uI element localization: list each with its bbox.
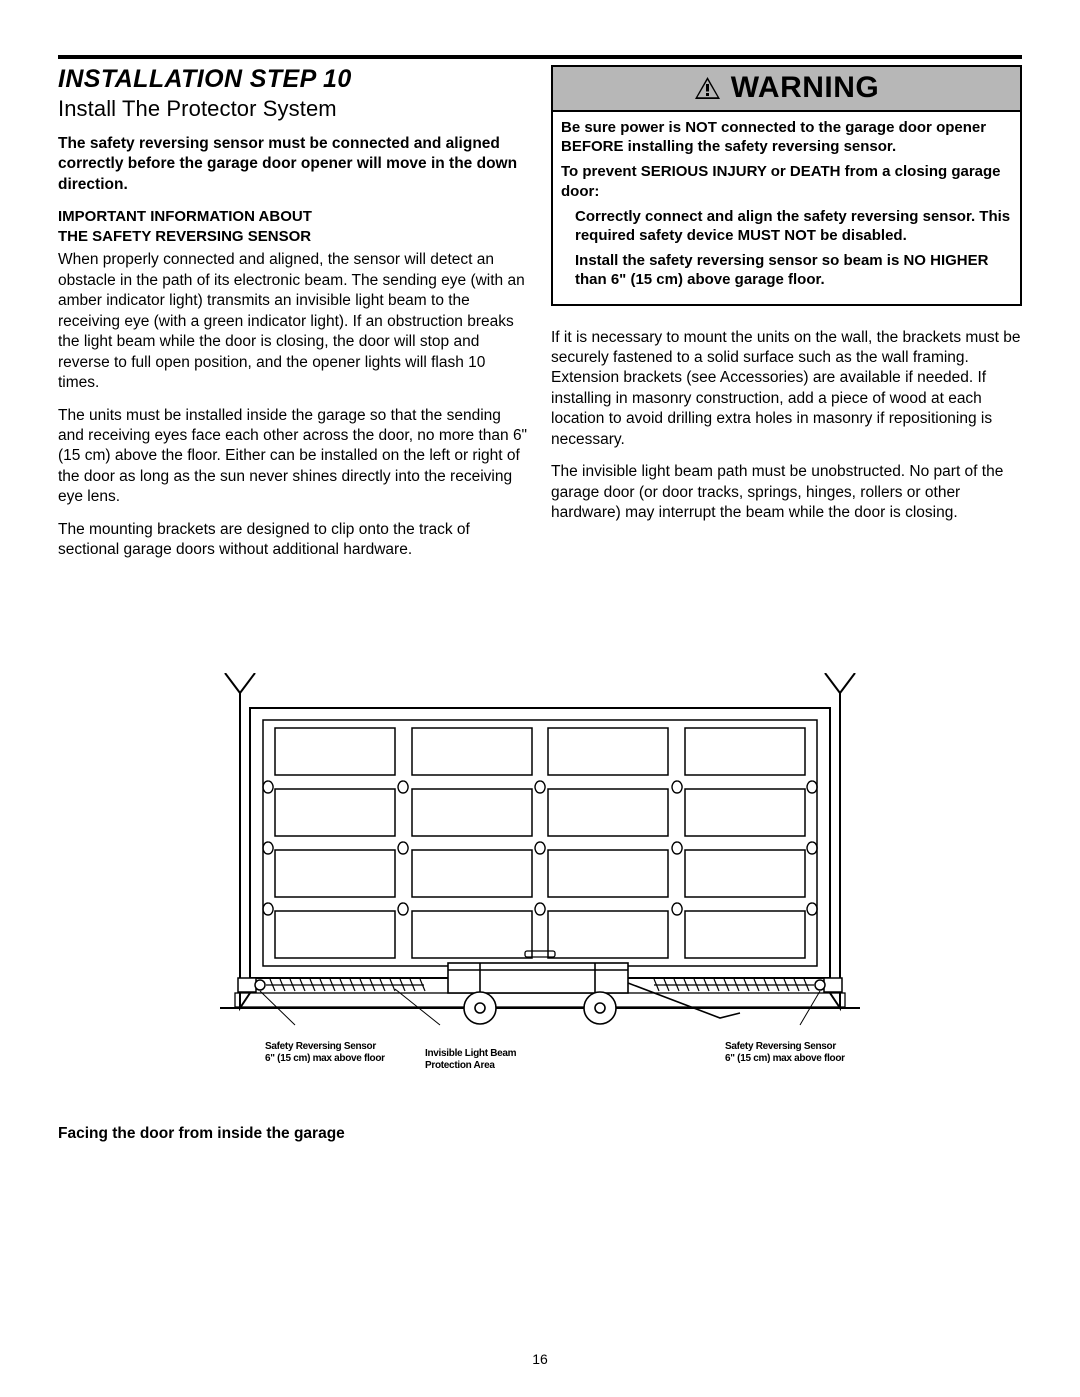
warning-heading-text: WARNING xyxy=(731,71,880,105)
warning-icon xyxy=(694,76,721,100)
right-paragraph-1: If it is necessary to mount the units on… xyxy=(551,328,1022,451)
garage-door-diagram xyxy=(180,673,900,1048)
diagram-container: Safety Reversing Sensor 6" (15 cm) max a… xyxy=(58,673,1022,1143)
intro-paragraph: The safety reversing sensor must be conn… xyxy=(58,134,529,195)
page-top-rule xyxy=(58,55,1022,59)
warning-p2: To prevent SERIOUS INJURY or DEATH from … xyxy=(561,162,1012,200)
warning-box: WARNING Be sure power is NOT connected t… xyxy=(551,65,1022,306)
label-right-line2: 6" (15 cm) max above floor xyxy=(725,1053,845,1064)
label-beam: Invisible Light Beam Protection Area xyxy=(425,1048,516,1073)
step-subtitle: Install The Protector System xyxy=(58,96,529,122)
diagram-caption: Facing the door from inside the garage xyxy=(58,1125,1022,1143)
warning-bullet-2: Install the safety reversing sensor so b… xyxy=(561,251,1012,289)
label-mid-line2: Protection Area xyxy=(425,1060,495,1071)
label-mid-line1: Invisible Light Beam xyxy=(425,1048,516,1059)
warning-p1: Be sure power is NOT connected to the ga… xyxy=(561,118,1012,156)
label-right-sensor: Safety Reversing Sensor 6" (15 cm) max a… xyxy=(725,1041,845,1066)
page-number: 16 xyxy=(0,1351,1080,1367)
label-left-sensor: Safety Reversing Sensor 6" (15 cm) max a… xyxy=(265,1041,385,1066)
body-paragraph-2: The units must be installed inside the g… xyxy=(58,406,529,508)
left-column: INSTALLATION STEP 10 Install The Protect… xyxy=(58,65,529,573)
right-paragraph-2: The invisible light beam path must be un… xyxy=(551,462,1022,523)
body-paragraph-3: The mounting brackets are designed to cl… xyxy=(58,520,529,561)
warning-bullet-1: Correctly connect and align the safety r… xyxy=(561,207,1012,245)
heading-line-2: THE SAFETY REVERSING SENSOR xyxy=(58,228,311,245)
label-left-line2: 6" (15 cm) max above floor xyxy=(265,1053,385,1064)
right-column: WARNING Be sure power is NOT connected t… xyxy=(551,65,1022,573)
two-column-layout: INSTALLATION STEP 10 Install The Protect… xyxy=(58,65,1022,573)
heading-line-1: IMPORTANT INFORMATION ABOUT xyxy=(58,208,312,225)
body-paragraph-1: When properly connected and aligned, the… xyxy=(58,250,529,393)
important-info-heading: IMPORTANT INFORMATION ABOUT THE SAFETY R… xyxy=(58,207,529,246)
diagram-labels: Safety Reversing Sensor 6" (15 cm) max a… xyxy=(180,1053,900,1103)
label-right-line1: Safety Reversing Sensor xyxy=(725,1041,836,1052)
warning-body: Be sure power is NOT connected to the ga… xyxy=(553,112,1020,304)
warning-header: WARNING xyxy=(553,67,1020,112)
step-title: INSTALLATION STEP 10 xyxy=(58,65,529,94)
label-left-line1: Safety Reversing Sensor xyxy=(265,1041,376,1052)
